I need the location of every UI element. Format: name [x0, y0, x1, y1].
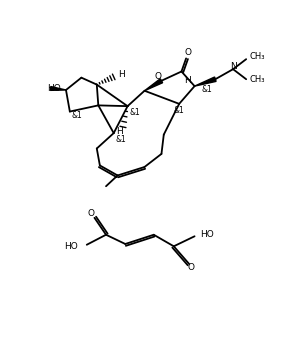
Text: O: O	[87, 209, 94, 218]
Text: &1: &1	[174, 106, 185, 114]
Text: O: O	[184, 48, 191, 57]
Text: O: O	[187, 263, 194, 272]
Polygon shape	[145, 79, 163, 91]
Text: &1: &1	[71, 111, 82, 120]
Text: HO: HO	[47, 84, 60, 93]
Text: H: H	[118, 70, 125, 79]
Text: CH₃: CH₃	[249, 52, 265, 61]
Text: N: N	[230, 62, 236, 71]
Polygon shape	[195, 77, 216, 86]
Text: HO: HO	[200, 230, 214, 239]
Text: H: H	[117, 127, 123, 136]
Text: &1: &1	[115, 135, 126, 144]
Polygon shape	[50, 87, 66, 90]
Text: O: O	[155, 71, 162, 81]
Text: CH₃: CH₃	[249, 75, 265, 84]
Text: HO: HO	[64, 242, 77, 251]
Text: &1: &1	[129, 108, 140, 117]
Text: H: H	[184, 76, 191, 85]
Text: &1: &1	[202, 86, 212, 94]
